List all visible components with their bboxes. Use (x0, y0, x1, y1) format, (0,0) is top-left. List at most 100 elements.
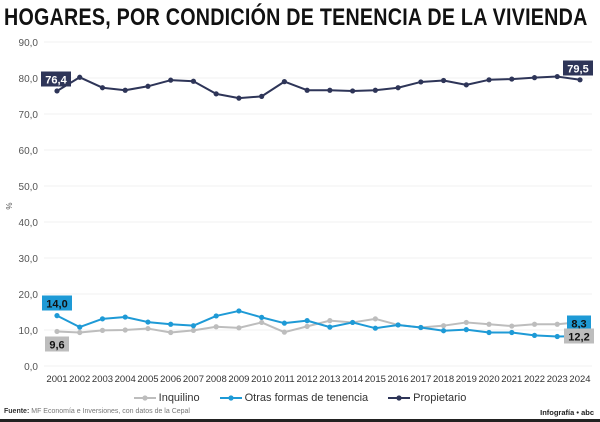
data-point (281, 320, 287, 326)
y-axis-label: % (5, 202, 14, 209)
x-tick-label: 2024 (569, 374, 590, 385)
data-point (554, 73, 560, 80)
data-point (440, 77, 447, 84)
series-line-1 (56, 309, 581, 338)
x-tick-label: 2013 (319, 374, 340, 385)
legend-label: Inquilino (158, 392, 200, 404)
data-point (259, 319, 265, 326)
data-point (554, 333, 560, 340)
data-point (440, 328, 447, 334)
label-inquilino-start: 9,6 (49, 340, 64, 352)
data-point (486, 321, 492, 327)
x-tick-label: 2005 (137, 374, 158, 385)
data-point (531, 321, 538, 327)
data-point (236, 308, 242, 314)
x-tick-label: 2003 (92, 374, 113, 385)
data-point (122, 327, 128, 333)
data-point (395, 322, 401, 328)
y-tick-label: 0,0 (24, 362, 38, 373)
legend-item: Propietario (388, 392, 466, 404)
data-point (259, 314, 265, 320)
data-point (99, 327, 106, 333)
data-point (54, 88, 60, 94)
data-point (168, 321, 174, 327)
legend: Inquilino Otras formas de tenencia Propiet… (0, 392, 600, 404)
data-point (531, 75, 538, 81)
data-point (509, 323, 515, 329)
label-otras-end-bg (567, 315, 591, 331)
x-tick-label: 2021 (501, 374, 522, 385)
data-point (418, 324, 424, 331)
y-tick-label: 50,0 (19, 182, 39, 193)
x-tick-label: 2001 (46, 374, 67, 385)
credit: Infografía • abc (540, 408, 594, 417)
data-point (440, 323, 447, 329)
source-label: Fuente: (4, 408, 30, 415)
data-point (77, 329, 83, 336)
legend-label: Propietario (413, 392, 467, 404)
data-point (236, 325, 242, 331)
legend-marker-icon (219, 395, 242, 401)
series-line-2 (56, 75, 581, 100)
data-point (350, 319, 356, 326)
x-tick-label: 2020 (478, 374, 499, 385)
bottom-bar (0, 419, 600, 422)
y-tick-label: 10,0 (19, 326, 39, 337)
data-point (168, 329, 174, 336)
data-point (213, 324, 219, 330)
data-point (145, 319, 151, 325)
x-tick-label: 2011 (274, 374, 294, 385)
data-point (554, 321, 560, 327)
data-point (395, 85, 401, 91)
data-point (213, 313, 219, 319)
data-point (145, 325, 151, 332)
source-note: Fuente: MF Economía e Inversiones, con d… (4, 408, 190, 415)
label-inquilino-end-bg (564, 328, 594, 344)
data-point (168, 77, 174, 83)
label-propietario-end: 79,5 (567, 64, 588, 76)
data-point (213, 91, 219, 97)
label-inquilino-start-bg (45, 336, 69, 352)
data-point (281, 329, 287, 335)
y-tick-label: 80,0 (19, 74, 39, 85)
data-point (327, 87, 333, 93)
chart-title: HOGARES, POR CONDICIÓN DE TENENCIA DE LA… (4, 4, 588, 31)
legend-marker-icon (133, 395, 156, 401)
label-otras-start: 14,0 (46, 299, 67, 311)
x-tick-label: 2012 (297, 374, 318, 385)
data-point (77, 324, 83, 330)
data-point (145, 83, 151, 89)
data-point (372, 325, 378, 331)
y-tick-label: 70,0 (19, 110, 39, 121)
data-point (304, 318, 310, 324)
data-point (486, 329, 492, 336)
legend-item: Inquilino (133, 392, 200, 404)
data-point (281, 79, 287, 85)
label-propietario-start: 76,4 (45, 75, 67, 87)
data-point (122, 87, 128, 93)
y-tick-label: 90,0 (19, 38, 39, 49)
data-point (463, 319, 469, 326)
legend-item: Otras formas de tenencia (219, 392, 368, 404)
label-propietario-start-bg (41, 71, 71, 87)
x-tick-label: 2016 (388, 374, 409, 385)
data-point (190, 327, 197, 333)
data-point (463, 82, 469, 88)
data-point (304, 87, 310, 93)
data-point (327, 318, 333, 324)
data-point (54, 328, 60, 335)
data-point (190, 323, 197, 329)
line-chart: 0,0 10,0 20,0 30,0 40,0 50,0 60,0 70,0 80,0 90,0%… (5, 38, 594, 385)
data-point (509, 329, 515, 336)
x-tick-label: 2014 (342, 374, 363, 385)
data-point (304, 323, 310, 329)
x-tick-label: 2019 (456, 374, 477, 385)
x-tick-label: 2023 (547, 374, 568, 385)
x-tick-label: 2004 (115, 374, 136, 385)
data-point (327, 324, 333, 330)
label-otras-end: 8,3 (571, 319, 586, 331)
x-tick-label: 2015 (365, 374, 386, 385)
x-tick-label: 2022 (524, 374, 545, 385)
x-tick-label: 2010 (251, 374, 272, 385)
data-point (509, 76, 515, 82)
